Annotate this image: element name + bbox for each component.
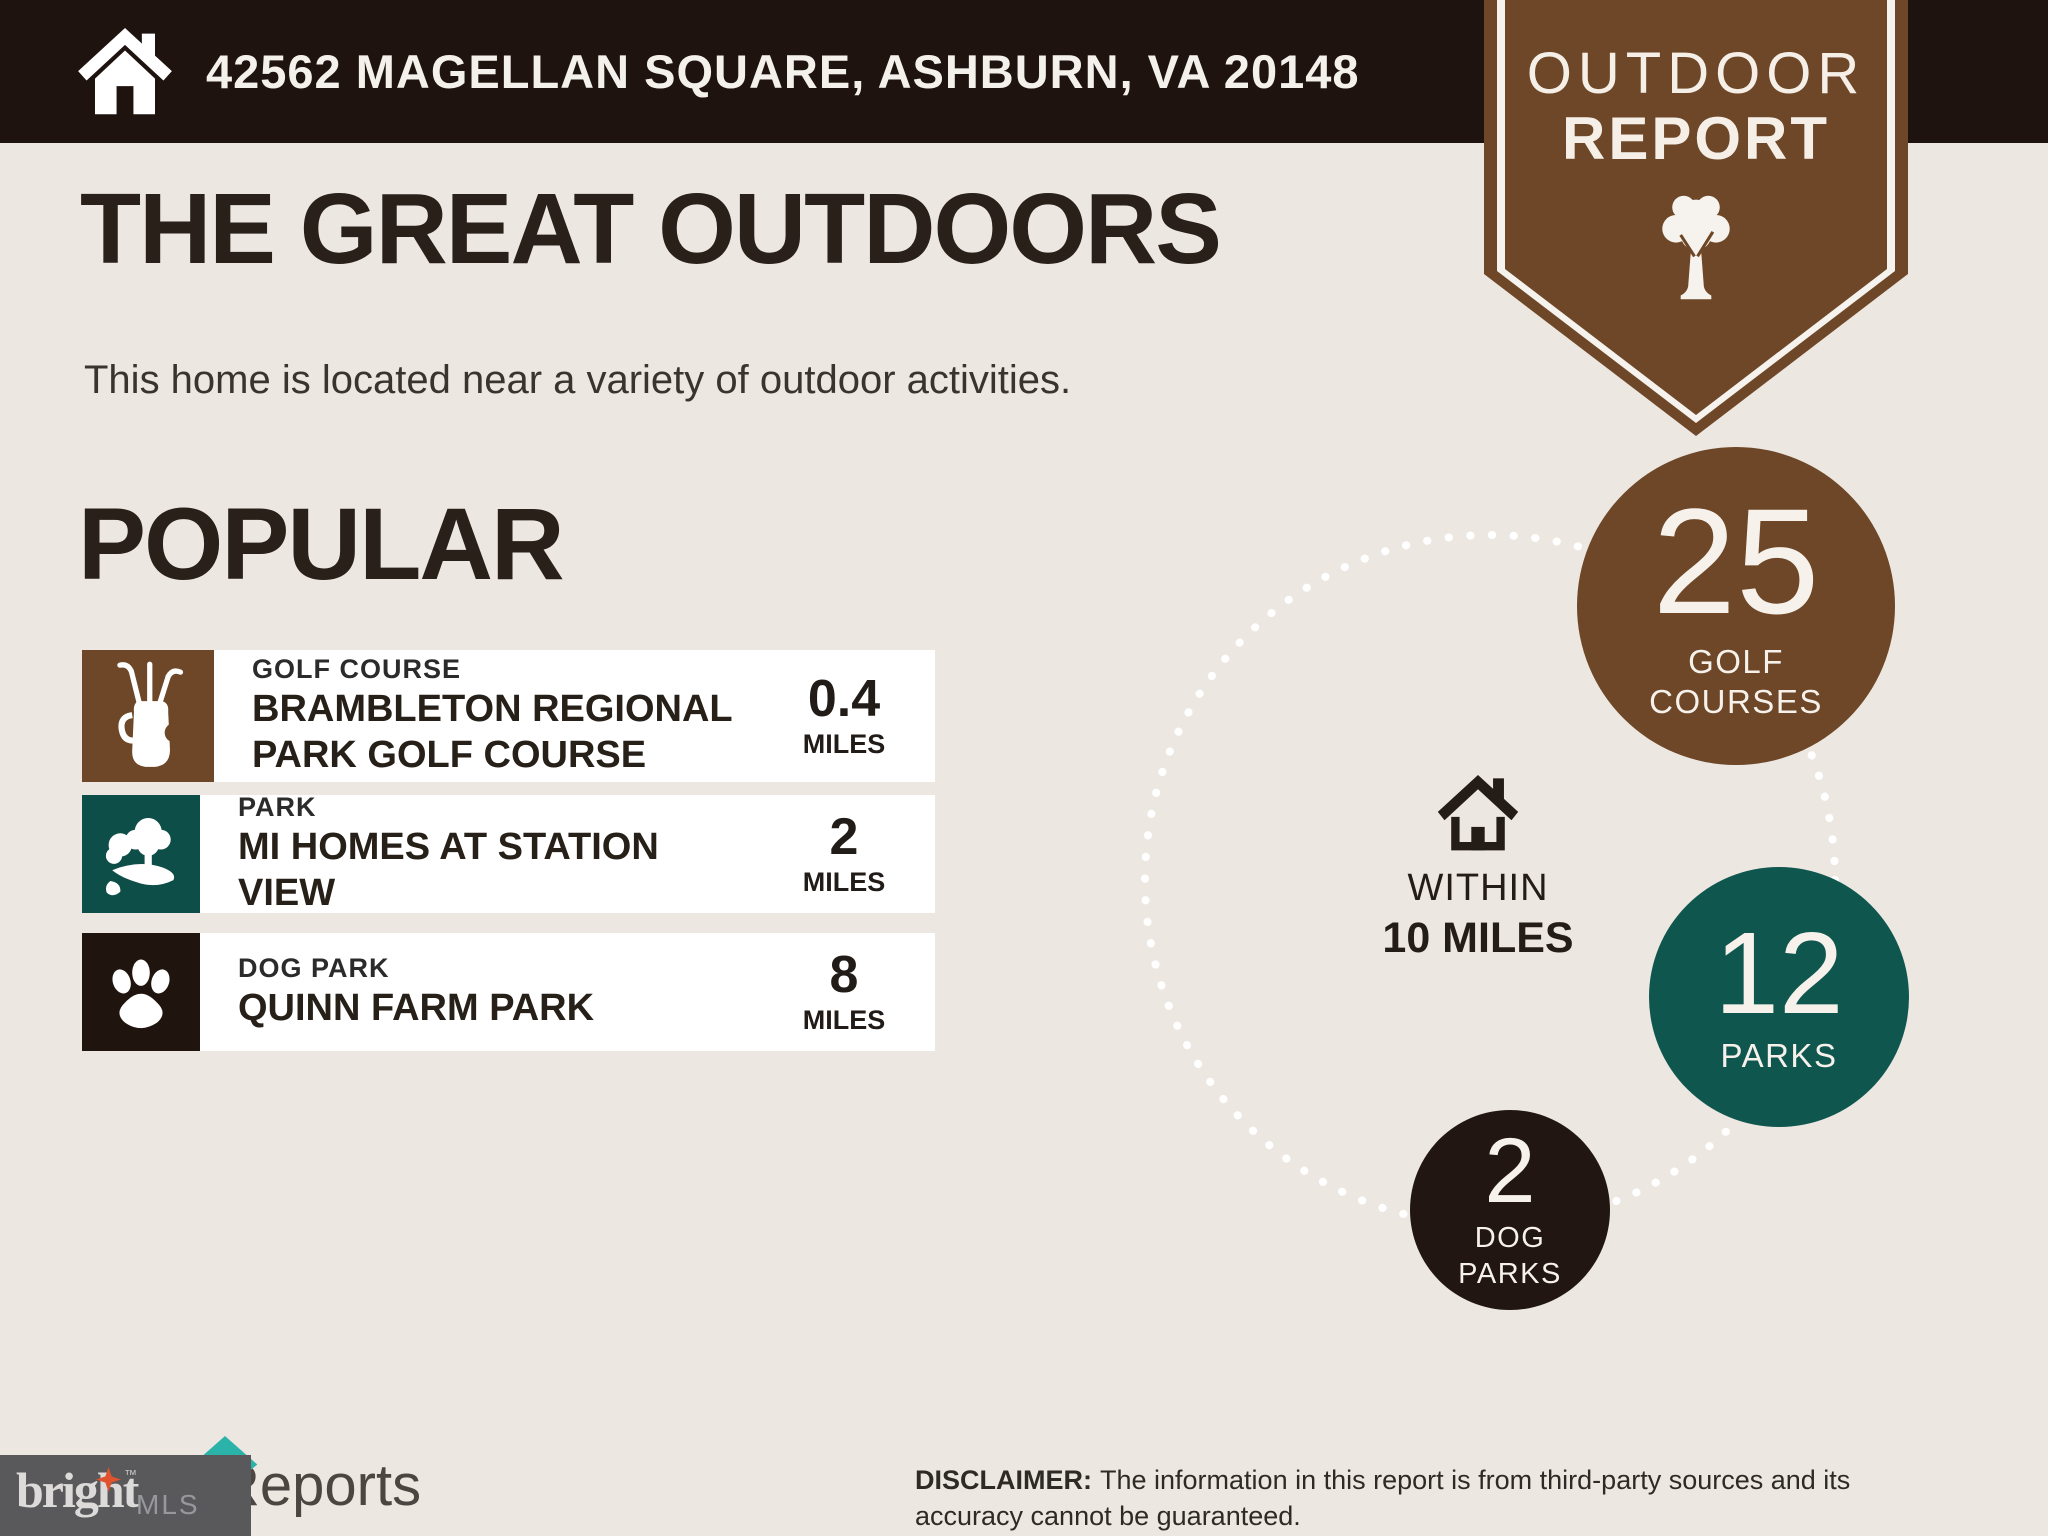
popular-item-golf-course: GOLF COURSE BRAMBLETON REGIONAL PARK GOL…: [82, 650, 935, 782]
stat-circle-parks: 12 PARKS: [1649, 867, 1909, 1127]
item-distance-unit: MILES: [802, 1004, 886, 1035]
sparkle-icon: [96, 1467, 121, 1497]
item-name: QUINN FARM PARK: [238, 986, 595, 1029]
page-subtitle: This home is located near a variety of o…: [84, 358, 1072, 402]
item-distance-unit: MILES: [802, 728, 886, 759]
popular-heading: POPULAR: [78, 487, 565, 601]
park-trees-icon: [82, 795, 200, 913]
bright-logo-text: bright: [16, 1462, 139, 1518]
within-text: WITHIN: [1407, 867, 1549, 909]
badge-title-line1: OUTDOOR: [1526, 41, 1866, 106]
bright-mls-watermark: bright ™ MLS: [0, 1455, 251, 1536]
trademark-symbol: ™: [124, 1467, 137, 1482]
item-name: BRAMBLETON REGIONAL PARK GOLF COURSE: [252, 687, 732, 776]
item-distance: 0.4: [807, 669, 881, 728]
stat-label-line1: DOG: [1474, 1222, 1546, 1255]
stat-value: 2: [1484, 1119, 1536, 1222]
stat-circle-dog-parks: 2 DOG PARKS: [1410, 1110, 1610, 1310]
outdoor-report-badge: OUTDOOR REPORT: [1484, 0, 1908, 436]
home-outline-icon: [1436, 775, 1520, 857]
disclaimer: DISCLAIMER: The information in this repor…: [915, 1462, 2035, 1534]
stat-label-line1: GOLF: [1688, 643, 1784, 680]
stat-label-line1: PARKS: [1720, 1036, 1838, 1074]
item-category: PARK: [238, 791, 317, 822]
disclaimer-line2: accuracy cannot be guaranteed.: [915, 1501, 1301, 1531]
dog-paw-icon: [82, 933, 200, 1051]
item-name: MI HOMES AT STATION VIEW: [238, 825, 659, 914]
disclaimer-line1: The information in this report is from t…: [1100, 1465, 1851, 1495]
property-address: 42562 MAGELLAN SQUARE, ASHBURN, VA 20148: [206, 45, 1360, 98]
stat-value: 25: [1652, 476, 1820, 645]
home-icon: [76, 28, 174, 123]
item-distance: 2: [829, 807, 859, 866]
badge-title-line2: REPORT: [1561, 105, 1831, 172]
popular-item-dog-park: DOG PARK QUINN FARM PARK 8 MILES: [82, 933, 935, 1051]
stat-label-line2: PARKS: [1458, 1257, 1562, 1290]
page-title: THE GREAT OUTDOORS: [80, 173, 1222, 285]
popular-list: GOLF COURSE BRAMBLETON REGIONAL PARK GOL…: [82, 650, 935, 1051]
item-distance: 8: [829, 945, 859, 1004]
disclaimer-label: DISCLAIMER:: [915, 1465, 1092, 1495]
tree-icon: [1650, 182, 1742, 325]
stat-value: 12: [1714, 907, 1844, 1038]
stat-circle-golf-courses: 25 GOLF COURSES: [1577, 447, 1895, 765]
item-distance-unit: MILES: [802, 866, 886, 897]
mls-logo-text: MLS: [136, 1489, 200, 1520]
popular-item-park: PARK MI HOMES AT STATION VIEW 2 MILES: [82, 791, 935, 914]
stat-label-line2: COURSES: [1649, 683, 1823, 721]
item-category: GOLF COURSE: [252, 653, 462, 684]
golf-bag-icon: [82, 650, 214, 782]
within-radius-label: WITHIN 10 MILES: [1348, 775, 1608, 963]
within-distance: 10 MILES: [1382, 914, 1574, 962]
item-category: DOG PARK: [238, 952, 390, 983]
